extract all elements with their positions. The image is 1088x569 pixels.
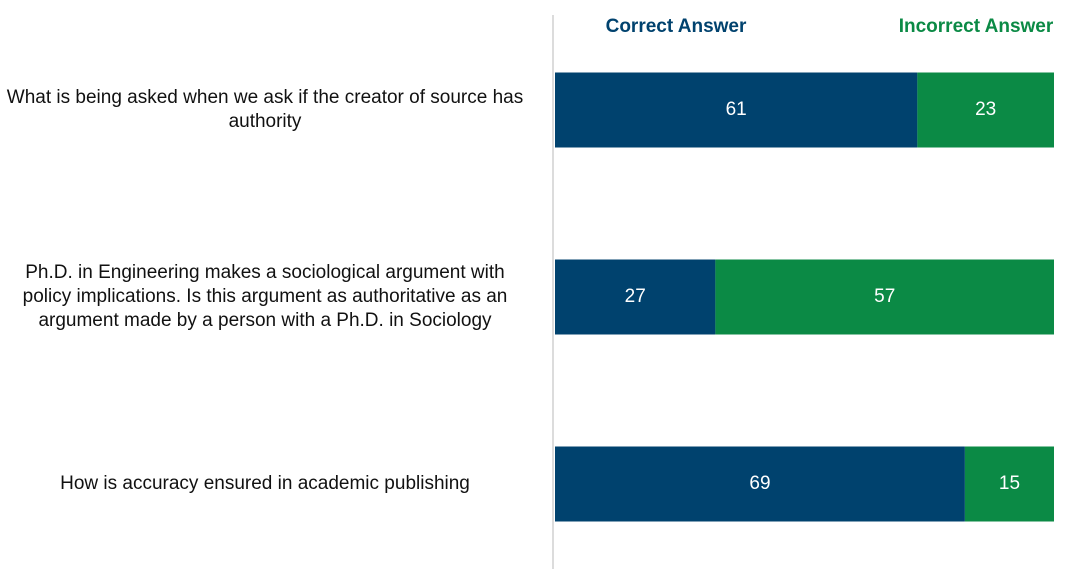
- bar-segment: [715, 259, 1054, 335]
- bar-segment: [555, 446, 965, 522]
- data-label: 27: [625, 286, 646, 307]
- bar-segment: [555, 259, 716, 335]
- category-label: What is being asked when we ask if the c…: [6, 87, 524, 132]
- bar-segment: [555, 72, 918, 148]
- data-label: 15: [999, 473, 1020, 494]
- data-label: 57: [874, 286, 895, 307]
- bar-segment: [964, 446, 1054, 522]
- category-label: How is accuracy ensured in academic publ…: [60, 473, 470, 494]
- data-label: 23: [975, 99, 996, 120]
- category-label: Ph.D. in Engineering makes a sociologica…: [22, 262, 508, 331]
- bar-segment: [917, 72, 1054, 148]
- data-label: 61: [726, 99, 747, 120]
- legend-label: Correct Answer: [606, 16, 747, 37]
- data-label: 69: [749, 473, 770, 494]
- legend-label: Incorrect Answer: [899, 16, 1054, 37]
